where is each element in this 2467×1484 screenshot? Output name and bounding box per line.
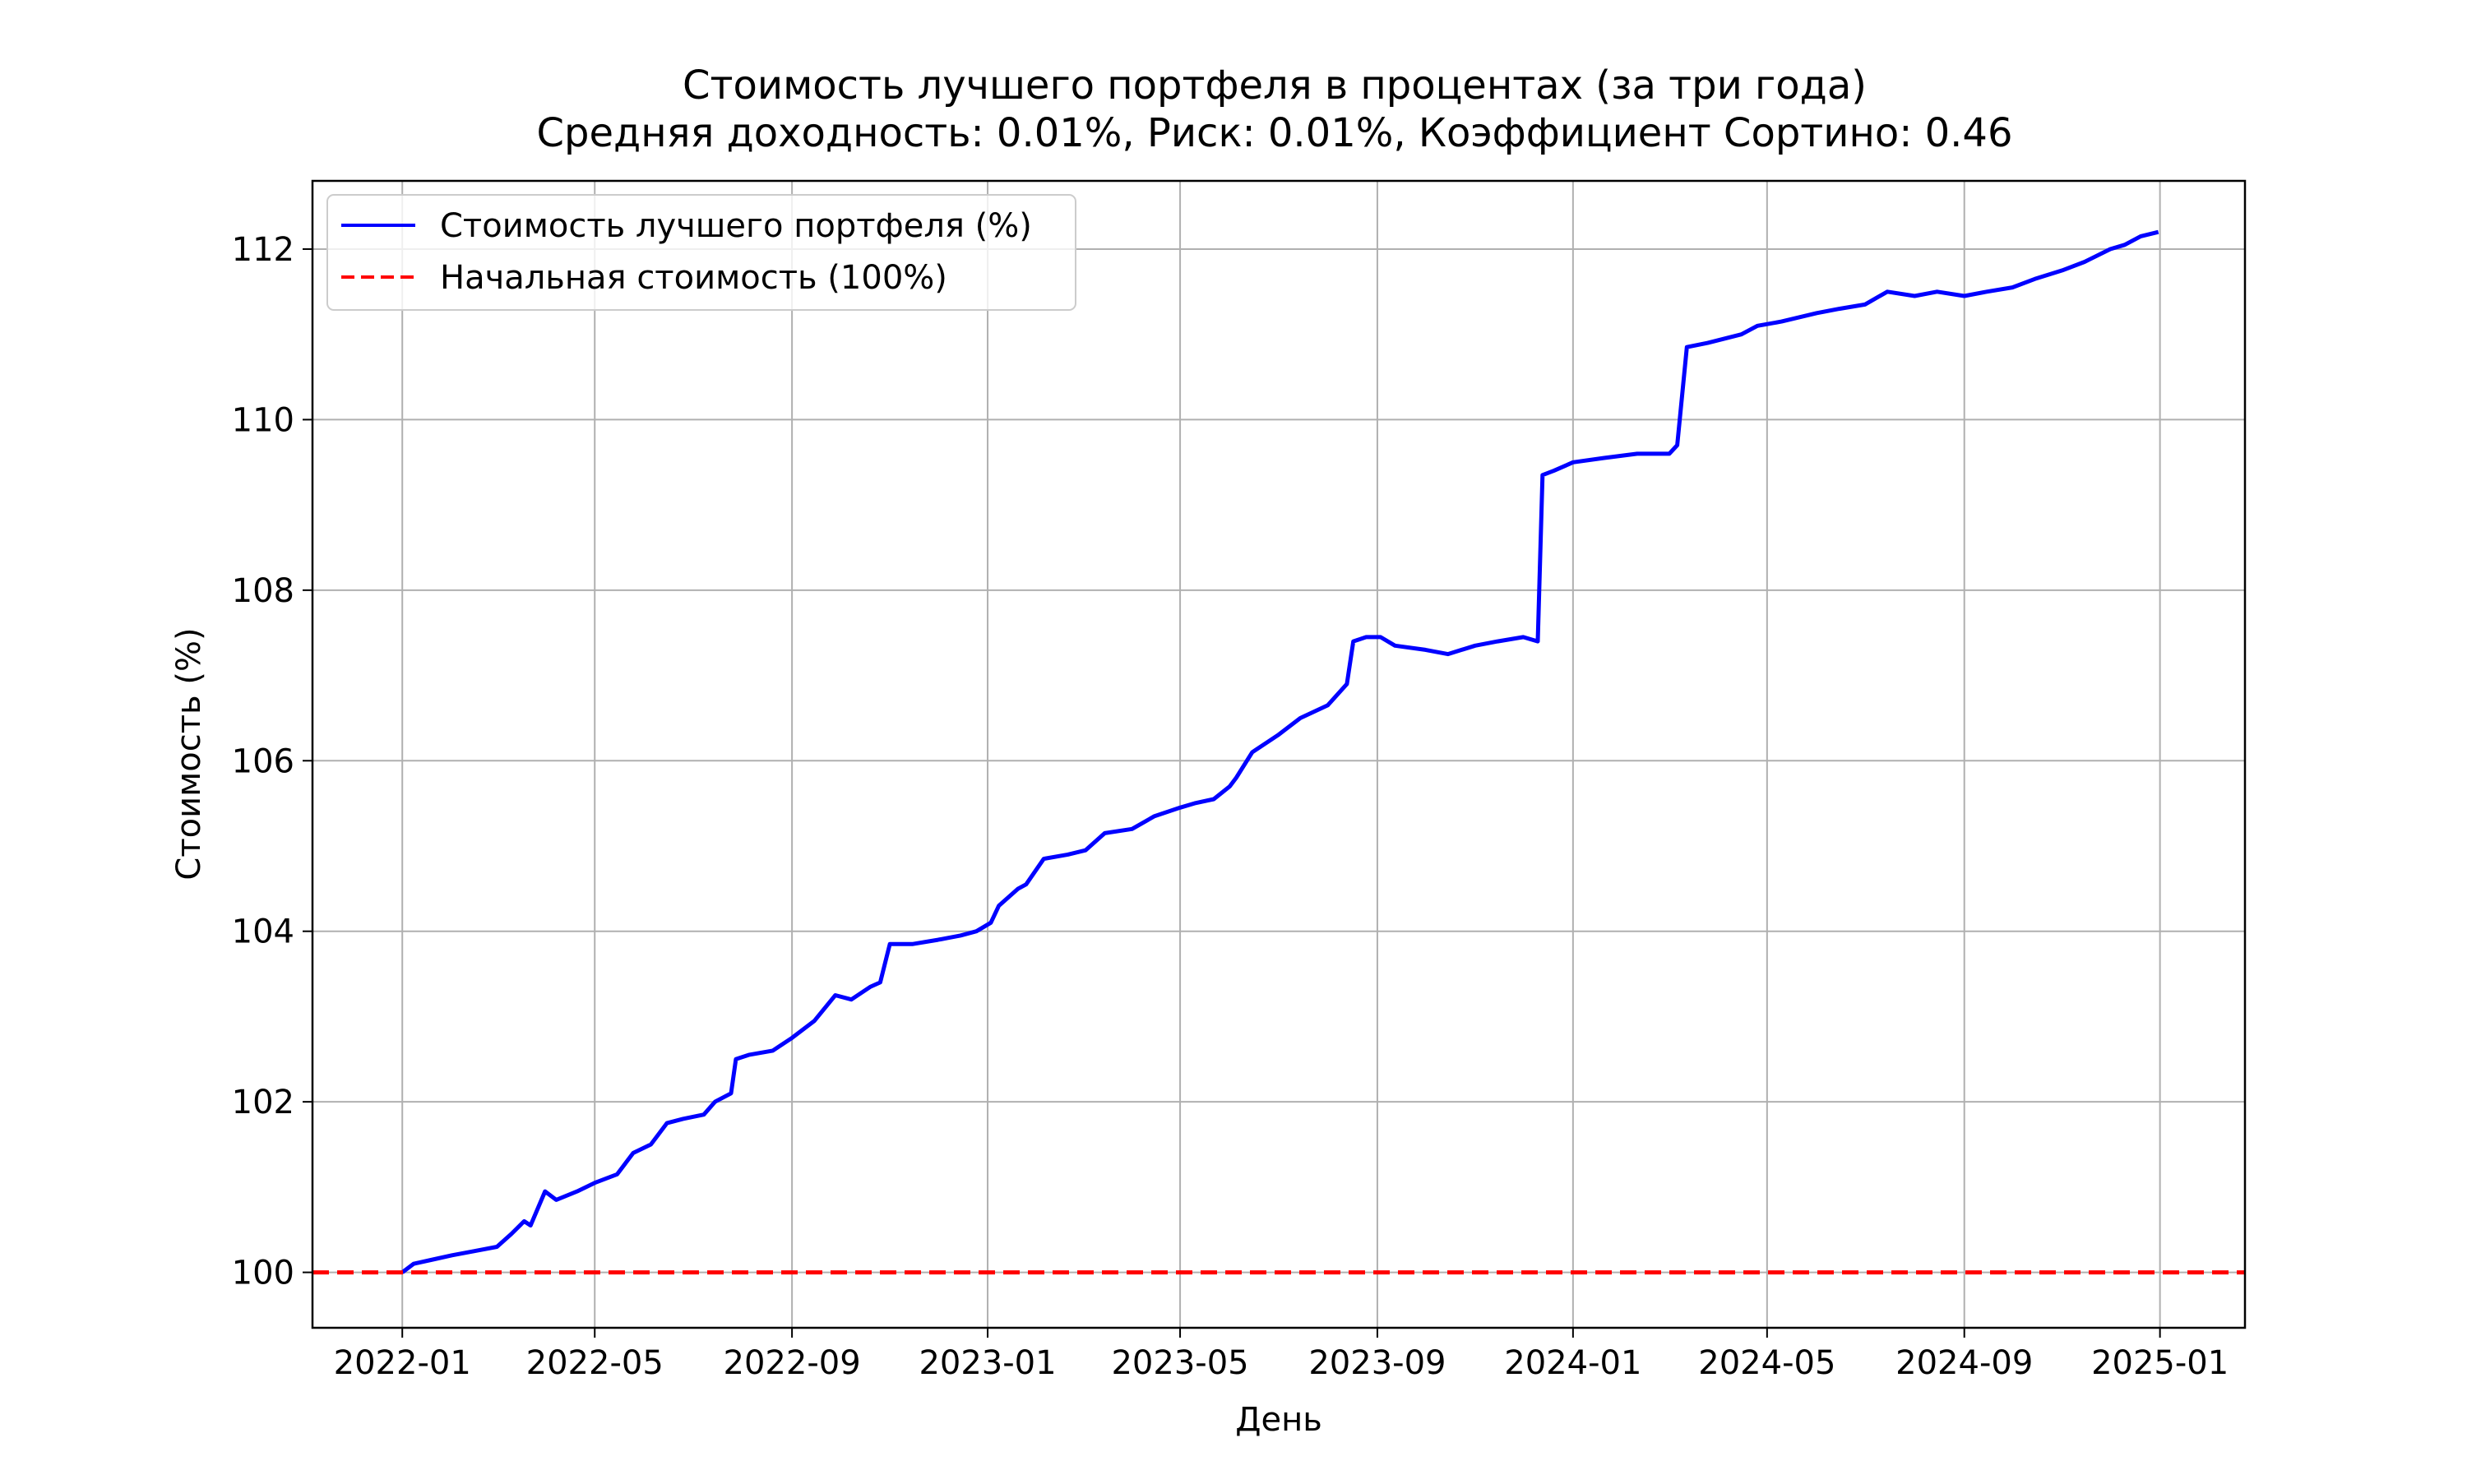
x-tick-label: 2023-05 (1111, 1344, 1248, 1382)
x-tick-label: 2025-01 (2091, 1344, 2229, 1382)
legend: Стоимость лучшего портфеля (%) Начальная… (326, 194, 1076, 311)
x-tick-label: 2022-01 (334, 1344, 471, 1382)
y-axis-ticks: 100 102 104 106 108 110 112 (232, 231, 312, 1292)
x-axis-ticks: 2022-01 2022-05 2022-09 2023-01 2023-05 2023-… (334, 1328, 2229, 1382)
chart-subtitle: Средняя доходность: 0.01%, Риск: 0.01%, … (536, 110, 2012, 156)
grid (312, 181, 2245, 1328)
y-tick-label: 112 (232, 231, 294, 269)
x-axis-label: День (1235, 1401, 1322, 1439)
portfolio-value-line (400, 229, 2159, 1274)
y-axis-label: Стоимость (%) (170, 627, 208, 880)
legend-label-portfolio: Стоимость лучшего портфеля (%) (440, 207, 1032, 245)
x-tick-label: 2024-01 (1504, 1344, 1641, 1382)
chart-title: Стоимость лучшего портфеля в процентах (… (683, 62, 1867, 109)
x-tick-label: 2023-01 (919, 1344, 1056, 1382)
y-tick-label: 104 (232, 913, 294, 951)
legend-box (326, 194, 1076, 311)
x-tick-label: 2022-09 (724, 1344, 861, 1382)
y-tick-label: 102 (232, 1084, 294, 1121)
x-tick-label: 2024-05 (1698, 1344, 1835, 1382)
x-tick-label: 2023-09 (1308, 1344, 1446, 1382)
x-tick-label: 2022-05 (526, 1344, 664, 1382)
y-tick-label: 106 (232, 742, 294, 780)
series-layer (312, 229, 2245, 1275)
legend-label-baseline: Начальная стоимость (100%) (440, 259, 947, 297)
y-tick-label: 110 (232, 401, 294, 439)
y-tick-label: 108 (232, 572, 294, 610)
x-tick-label: 2024-09 (1895, 1344, 2033, 1382)
plot-frame (311, 179, 2247, 1329)
y-tick-label: 100 (232, 1255, 294, 1292)
